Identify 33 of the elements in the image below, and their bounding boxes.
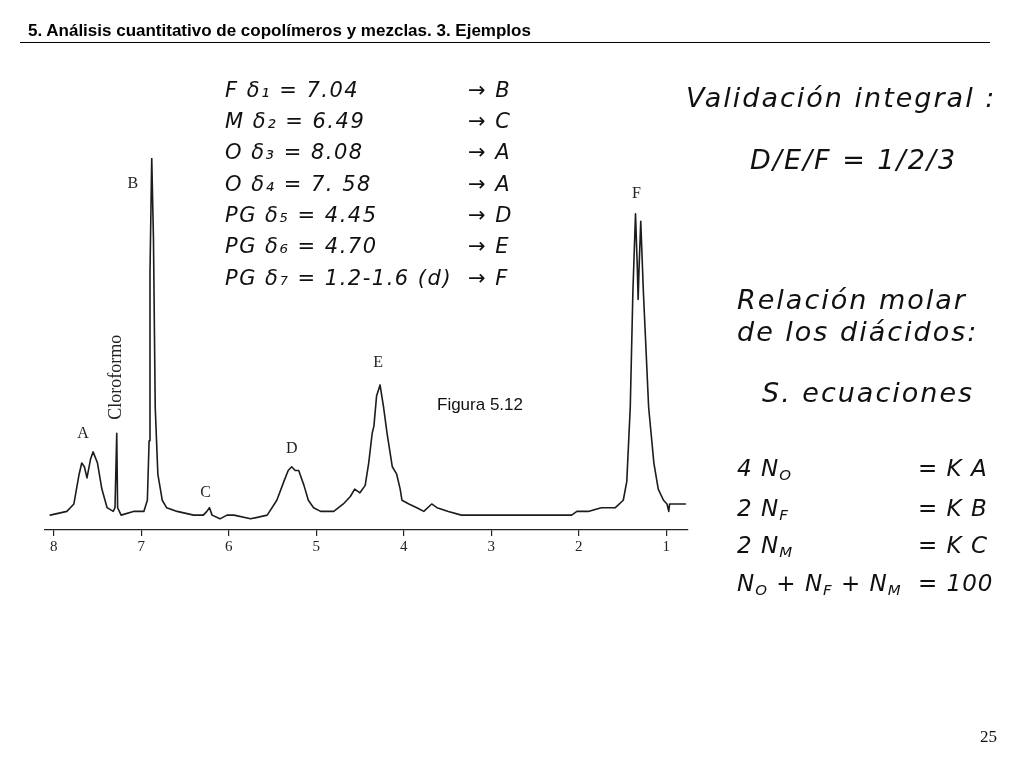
text: 2 N$_{F}$ = K B — [737, 495, 988, 525]
annotation: A — [77, 424, 90, 442]
text: Relación molar de los diácidos: — [737, 284, 979, 348]
annotation: Figura 5.12 — [437, 395, 523, 415]
text: S. ecuaciones — [762, 377, 975, 409]
annotation: PG δ₇ = 1.2-1.6 (d) → F — [225, 265, 509, 291]
text: Validación integral : — [686, 82, 997, 114]
x-tick-label: 5 — [312, 537, 320, 554]
text: 4 N$_{O}$ = K A — [737, 455, 988, 485]
text: F δ₁ = 7.04 → B — [225, 77, 512, 103]
annotation: O δ₄ = 7. 58 → A — [225, 171, 512, 197]
x-tick-label: 7 — [137, 537, 146, 554]
x-tick-label: 3 — [487, 537, 495, 554]
annotation: PG δ₅ = 4.45 → D — [225, 202, 513, 228]
annotation: B — [127, 174, 139, 192]
annotation: Cloroformo — [105, 334, 126, 420]
text: 25 — [980, 727, 997, 747]
x-tick-label: 1 — [662, 537, 670, 554]
x-tick-label: 8 — [50, 537, 58, 554]
annotation: O δ₃ = 8.08 → A — [225, 139, 512, 165]
x-tick-label: 6 — [224, 537, 233, 554]
annotation: D — [285, 438, 298, 456]
text: N$_{O}$ + N$_{F}$ + N$_{M}$ = 100 — [737, 569, 994, 600]
x-tick-label: 4 — [399, 537, 408, 554]
x-tick-label: 2 — [574, 537, 583, 554]
annotation: C — [200, 482, 211, 500]
annotation: F — [632, 184, 642, 201]
annotation: E — [373, 353, 383, 371]
annotation: PG δ₆ = 4.70 → E — [225, 233, 511, 259]
text: D/E/F = 1/2/3 — [750, 144, 958, 176]
chart-title: 5. Análisis cuantitativo de copolímeros y mezclas. 3. Ejemplos — [28, 21, 531, 41]
text: M δ₂ = 6.49 → C — [225, 108, 512, 134]
text: 2 N$_{M}$ = K C — [737, 532, 989, 562]
